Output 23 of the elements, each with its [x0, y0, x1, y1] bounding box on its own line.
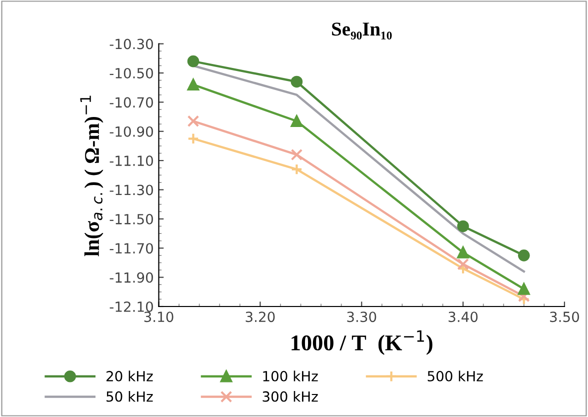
x-tick-label: 3.40: [448, 312, 478, 322]
x-tick-label: 3.50: [550, 312, 580, 322]
x-axis-title: 1000 / T (K$^{−1}$): [292, 330, 432, 355]
x-tick-label: 3.10: [144, 312, 174, 322]
x-tick-label: 3.30: [347, 312, 376, 322]
y-tick-label: -11.50: [110, 214, 153, 224]
y-tick-label: -10.50: [110, 68, 153, 78]
y-tick-label: -12.10: [110, 301, 153, 312]
chart-title: Se₉₀In₁₀: [332, 22, 392, 40]
x-tick-label: 3.20: [246, 312, 275, 322]
y-tick-label: -11.10: [110, 156, 153, 166]
legend-label: 100 kHz: [263, 370, 318, 382]
y-tick-label: -11.90: [110, 272, 153, 283]
y-tick-label: -10.30: [110, 38, 153, 50]
y-tick-label: -11.30: [110, 184, 153, 196]
legend-label: 300 kHz: [262, 391, 318, 402]
y-tick-label: -10.70: [110, 97, 153, 108]
y-tick-label: -11.70: [110, 243, 153, 254]
legend-label: 50 kHz: [106, 391, 153, 402]
y-axis-title: ln(σ$_{a.c.}$) ( Ω-m)$^{−1}$: [80, 96, 104, 256]
legend-label: 20 kHz: [106, 370, 153, 382]
y-tick-label: -10.90: [110, 126, 153, 137]
legend-label: 500 kHz: [428, 370, 483, 382]
